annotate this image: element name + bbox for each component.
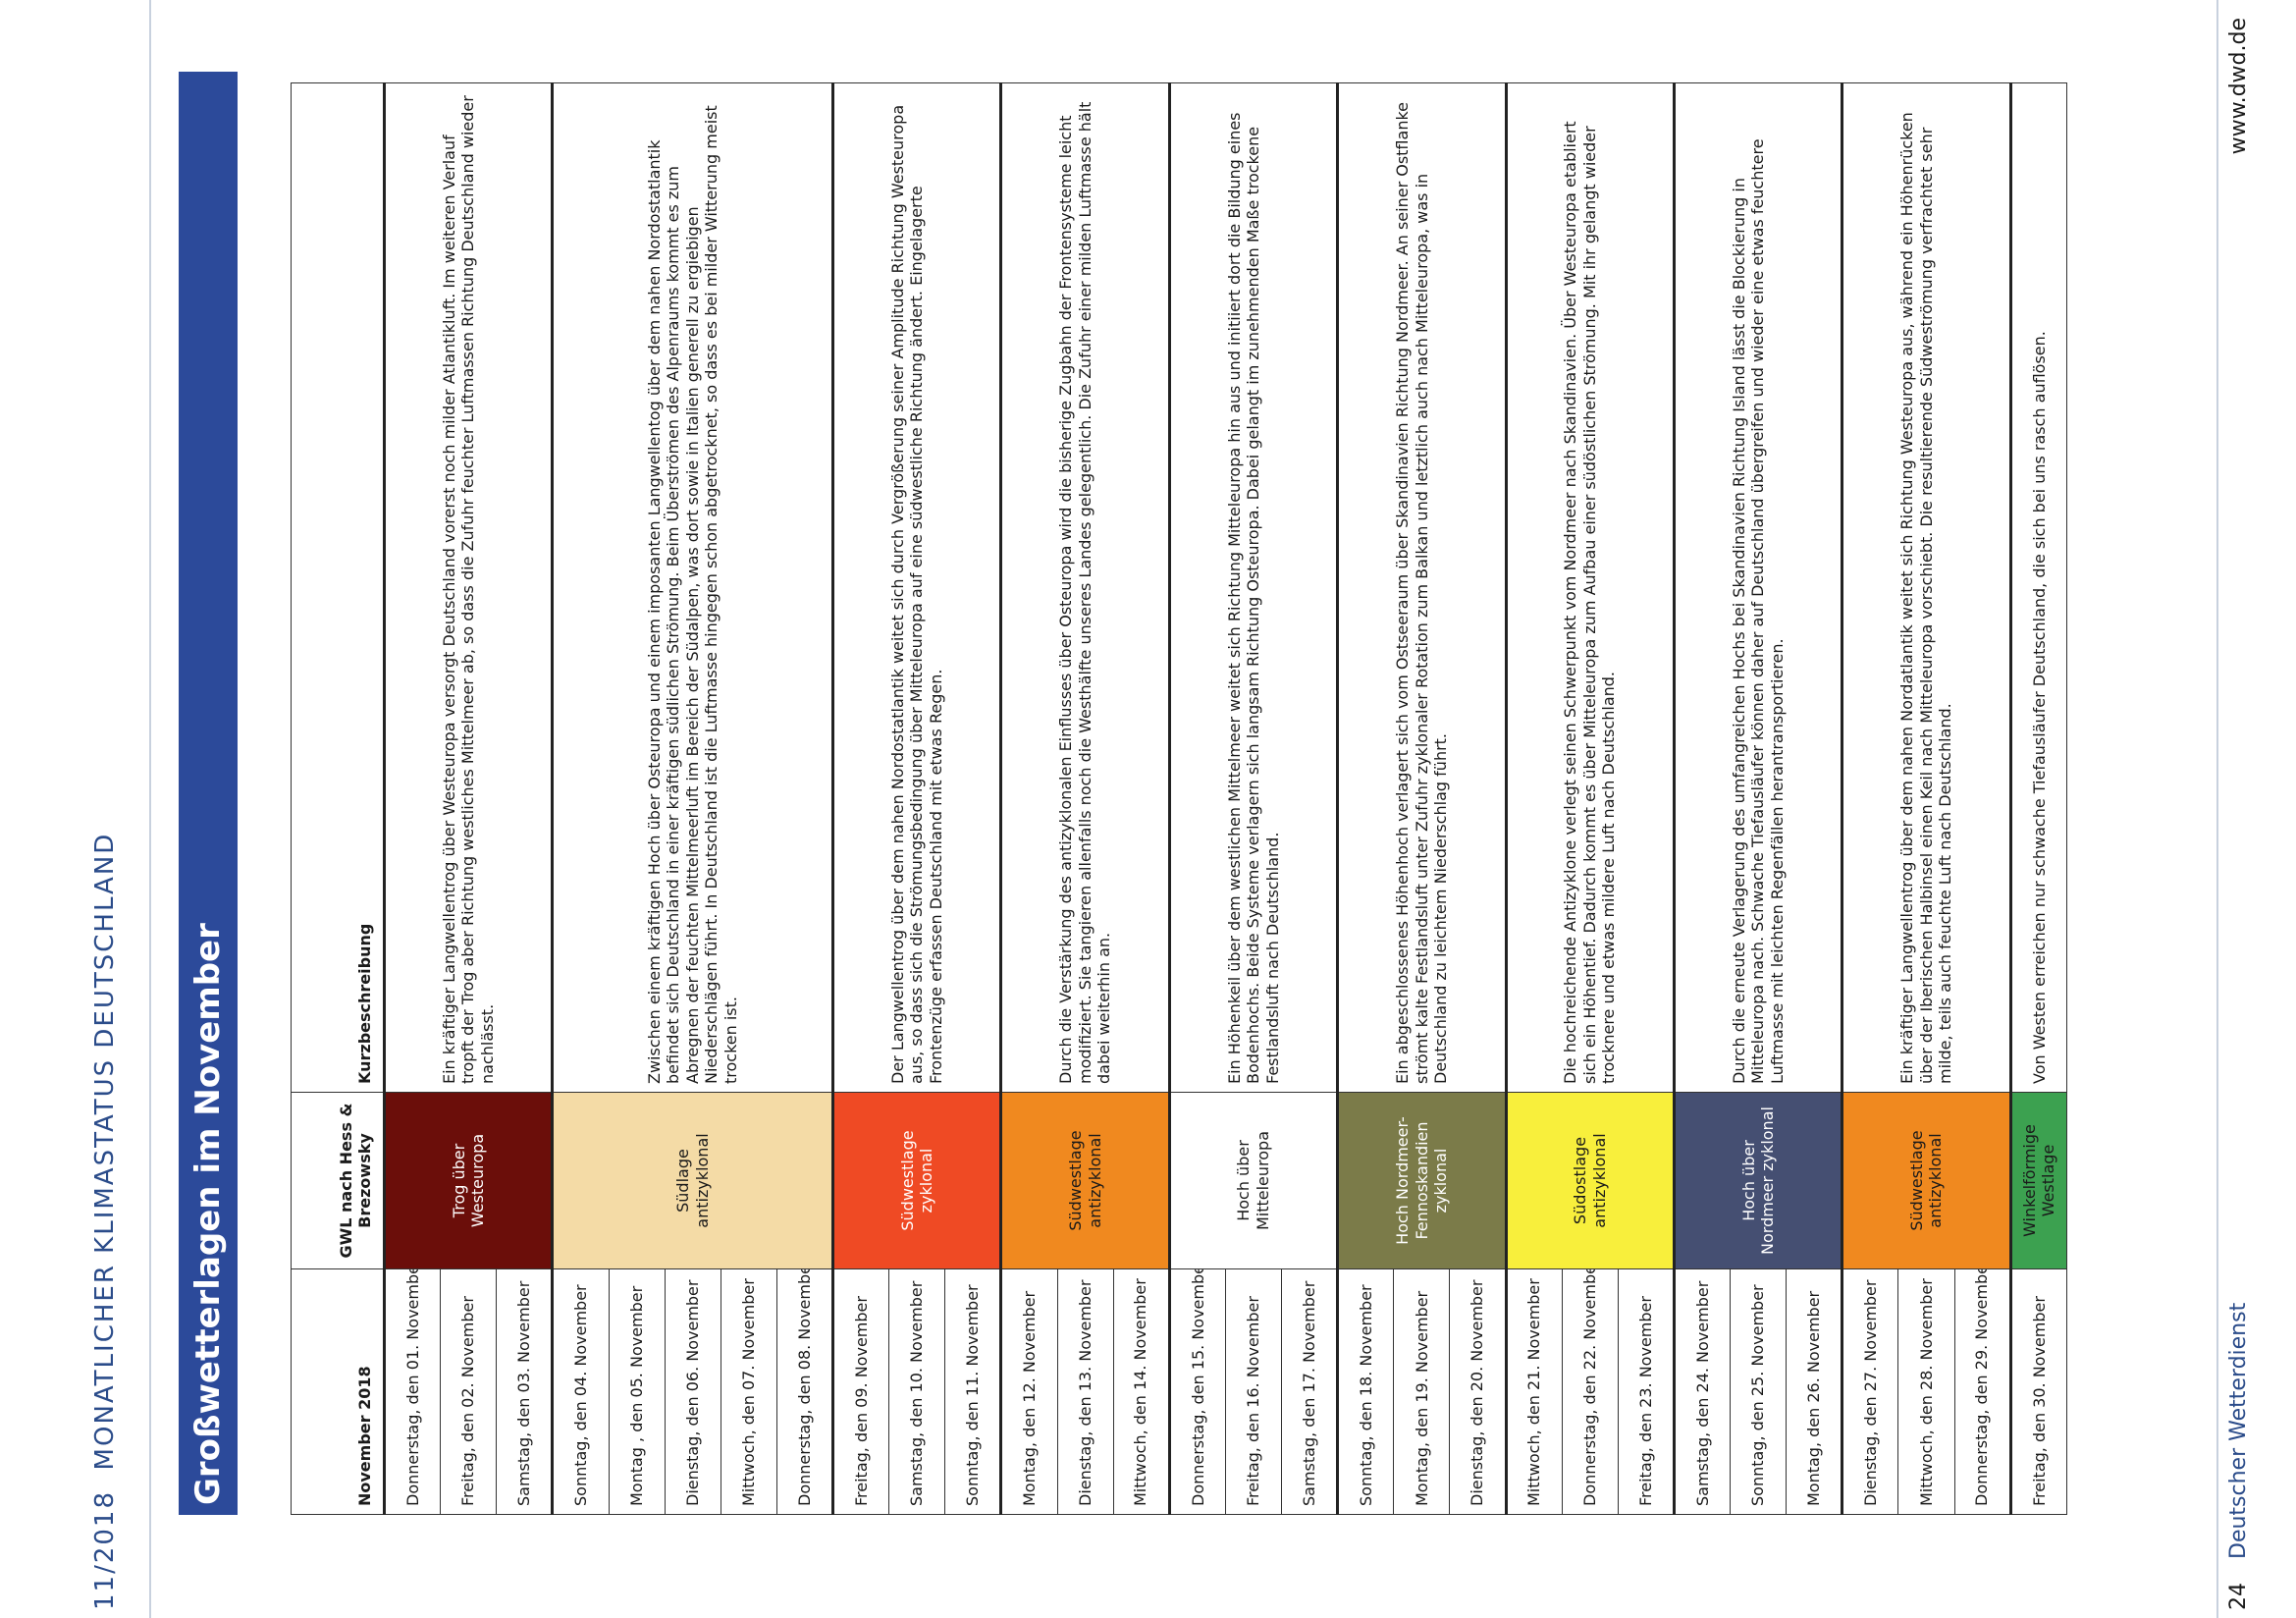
- date-cell: Samstag, den 03. November: [496, 1268, 553, 1515]
- table-row: Samstag, den 24. November Hoch über Nordm…: [1674, 82, 1842, 1515]
- date-cell: Mittwoch, den 21. November: [1506, 1268, 1563, 1515]
- issue-number: 11/2018: [90, 1489, 120, 1610]
- date-cell: Montag, den 12. November: [1000, 1268, 1057, 1515]
- table-row: Donnerstag, den 15. November Hoch über Mi…: [1169, 82, 1338, 1515]
- description-cell: Von Westen erreichen nur schwache Tiefau…: [2010, 82, 2067, 1093]
- date-cell: Freitag, den 16. November: [1225, 1268, 1282, 1515]
- publication-title: MONATLICHER KLIMASTATUS DEUTSCHLAND: [90, 832, 120, 1471]
- gwl-type-cell: Hoch über Nordmeer zyklonal: [1674, 1092, 1842, 1269]
- gwl-type-cell: Hoch über Mitteleuropa: [1169, 1092, 1338, 1269]
- date-cell: Donnerstag, den 29. November: [1954, 1268, 2011, 1515]
- table-row: Dienstag, den 27. November Südwestlage an…: [1842, 82, 2011, 1515]
- date-cell: Mittwoch, den 07. November: [721, 1268, 777, 1515]
- date-cell: Montag, den 26. November: [1786, 1268, 1842, 1515]
- date-cell: Donnerstag, den 01. November: [384, 1268, 441, 1515]
- date-cell: Sonntag, den 11. November: [944, 1268, 1001, 1515]
- description-cell: Durch die Verstärkung des antizyklonalen…: [1000, 82, 1170, 1093]
- date-cell: Freitag, den 30. November: [2010, 1268, 2067, 1515]
- description-cell: Ein abgeschlossenes Höhenhoch verlagert …: [1337, 82, 1506, 1093]
- date-cell: Freitag, den 02. November: [440, 1268, 497, 1515]
- col-header-description: Kurzbeschreibung: [291, 82, 385, 1093]
- table-row: Montag, den 12. November Südwestlage anti…: [1000, 82, 1170, 1515]
- date-cell: Samstag, den 24. November: [1674, 1268, 1731, 1515]
- description-cell: Die hochreichende Antizyklone verlegt se…: [1506, 82, 1675, 1093]
- description-cell: Zwischen einem kräftigen Hoch über Osteu…: [552, 82, 833, 1093]
- description-cell: Ein kräftiger Langwellentrog über Westeu…: [384, 82, 553, 1093]
- date-cell: Dienstag, den 13. November: [1057, 1268, 1114, 1515]
- footer-website: www.dwd.de: [2226, 18, 2251, 155]
- table-row: Mittwoch, den 21. November Südostlage ant…: [1506, 82, 1675, 1515]
- date-cell: Sonntag, den 04. November: [552, 1268, 609, 1515]
- col-header-date: November 2018: [291, 1268, 385, 1515]
- date-cell: Donnerstag, den 22. November: [1562, 1268, 1619, 1515]
- date-cell: Dienstag, den 20. November: [1449, 1268, 1506, 1515]
- description-cell: Ein kräftiger Langwellentrog über dem na…: [1842, 82, 2011, 1093]
- gwl-type-cell: Südwestlage zyklonal: [832, 1092, 1001, 1269]
- gwl-type-cell: Südostlage antizyklonal: [1506, 1092, 1675, 1269]
- gwl-type-cell: Trog über Westeuropa: [384, 1092, 553, 1269]
- right-margin-rule: [2216, 0, 2218, 1618]
- date-cell: Mittwoch, den 14. November: [1113, 1268, 1170, 1515]
- col-header-gwl: GWL nach Hess & Brezowsky: [291, 1092, 385, 1269]
- date-cell: Dienstag, den 06. November: [665, 1268, 721, 1515]
- gwl-type-cell: Winkelförmige Westlage: [2010, 1092, 2067, 1269]
- description-cell: Durch die erneute Verlagerung des umfang…: [1674, 82, 1842, 1093]
- date-cell: Samstag, den 10. November: [888, 1268, 945, 1515]
- page-title: Großwetterlagen im November: [179, 72, 238, 1515]
- running-header: 11/2018 MONATLICHER KLIMASTATUS DEUTSCHL…: [90, 833, 120, 1610]
- table-row: Donnerstag, den 01. November Trog über We…: [384, 82, 553, 1515]
- date-cell: Donnerstag, den 08. November: [776, 1268, 833, 1515]
- table-row: Freitag, den 09. November Südwestlage zyk…: [832, 82, 1001, 1515]
- table-row: Sonntag, den 18. November Hoch Nordmeer-F…: [1337, 82, 1506, 1515]
- date-cell: Donnerstag, den 15. November: [1169, 1268, 1226, 1515]
- date-cell: Freitag, den 09. November: [832, 1268, 889, 1515]
- gwl-type-cell: Südlage antizyklonal: [552, 1092, 833, 1269]
- date-cell: Montag , den 05. November: [609, 1268, 666, 1515]
- gwl-type-cell: Hoch Nordmeer-Fennoskandien zyklonal: [1337, 1092, 1506, 1269]
- table-row: Sonntag, den 04. November Südlage antizyk…: [552, 82, 833, 1515]
- page-number: 24: [2226, 1583, 2251, 1610]
- date-cell: Montag, den 19. November: [1393, 1268, 1450, 1515]
- gwl-type-cell: Südwestlage antizyklonal: [1842, 1092, 2011, 1269]
- date-cell: Sonntag, den 18. November: [1337, 1268, 1394, 1515]
- gwl-type-cell: Südwestlage antizyklonal: [1000, 1092, 1170, 1269]
- gwl-table: November 2018 GWL nach Hess & Brezowsky …: [291, 82, 2067, 1515]
- date-cell: Dienstag, den 27. November: [1842, 1268, 1898, 1515]
- description-cell: Der Langwellentrog über dem nahen Nordos…: [832, 82, 1001, 1093]
- table-header-row: November 2018 GWL nach Hess & Brezowsky …: [291, 82, 385, 1515]
- left-margin-rule: [149, 0, 151, 1618]
- date-cell: Freitag, den 23. November: [1618, 1268, 1675, 1515]
- date-cell: Mittwoch, den 28. November: [1897, 1268, 1954, 1515]
- description-cell: Ein Höhenkeil über dem westlichen Mittel…: [1169, 82, 1338, 1093]
- date-cell: Samstag, den 17. November: [1281, 1268, 1338, 1515]
- table-row: Freitag, den 30. November Winkelförmige W…: [2010, 82, 2067, 1515]
- date-cell: Sonntag, den 25. November: [1730, 1268, 1787, 1515]
- footer-publisher: Deutscher Wetterdienst: [2226, 1302, 2251, 1559]
